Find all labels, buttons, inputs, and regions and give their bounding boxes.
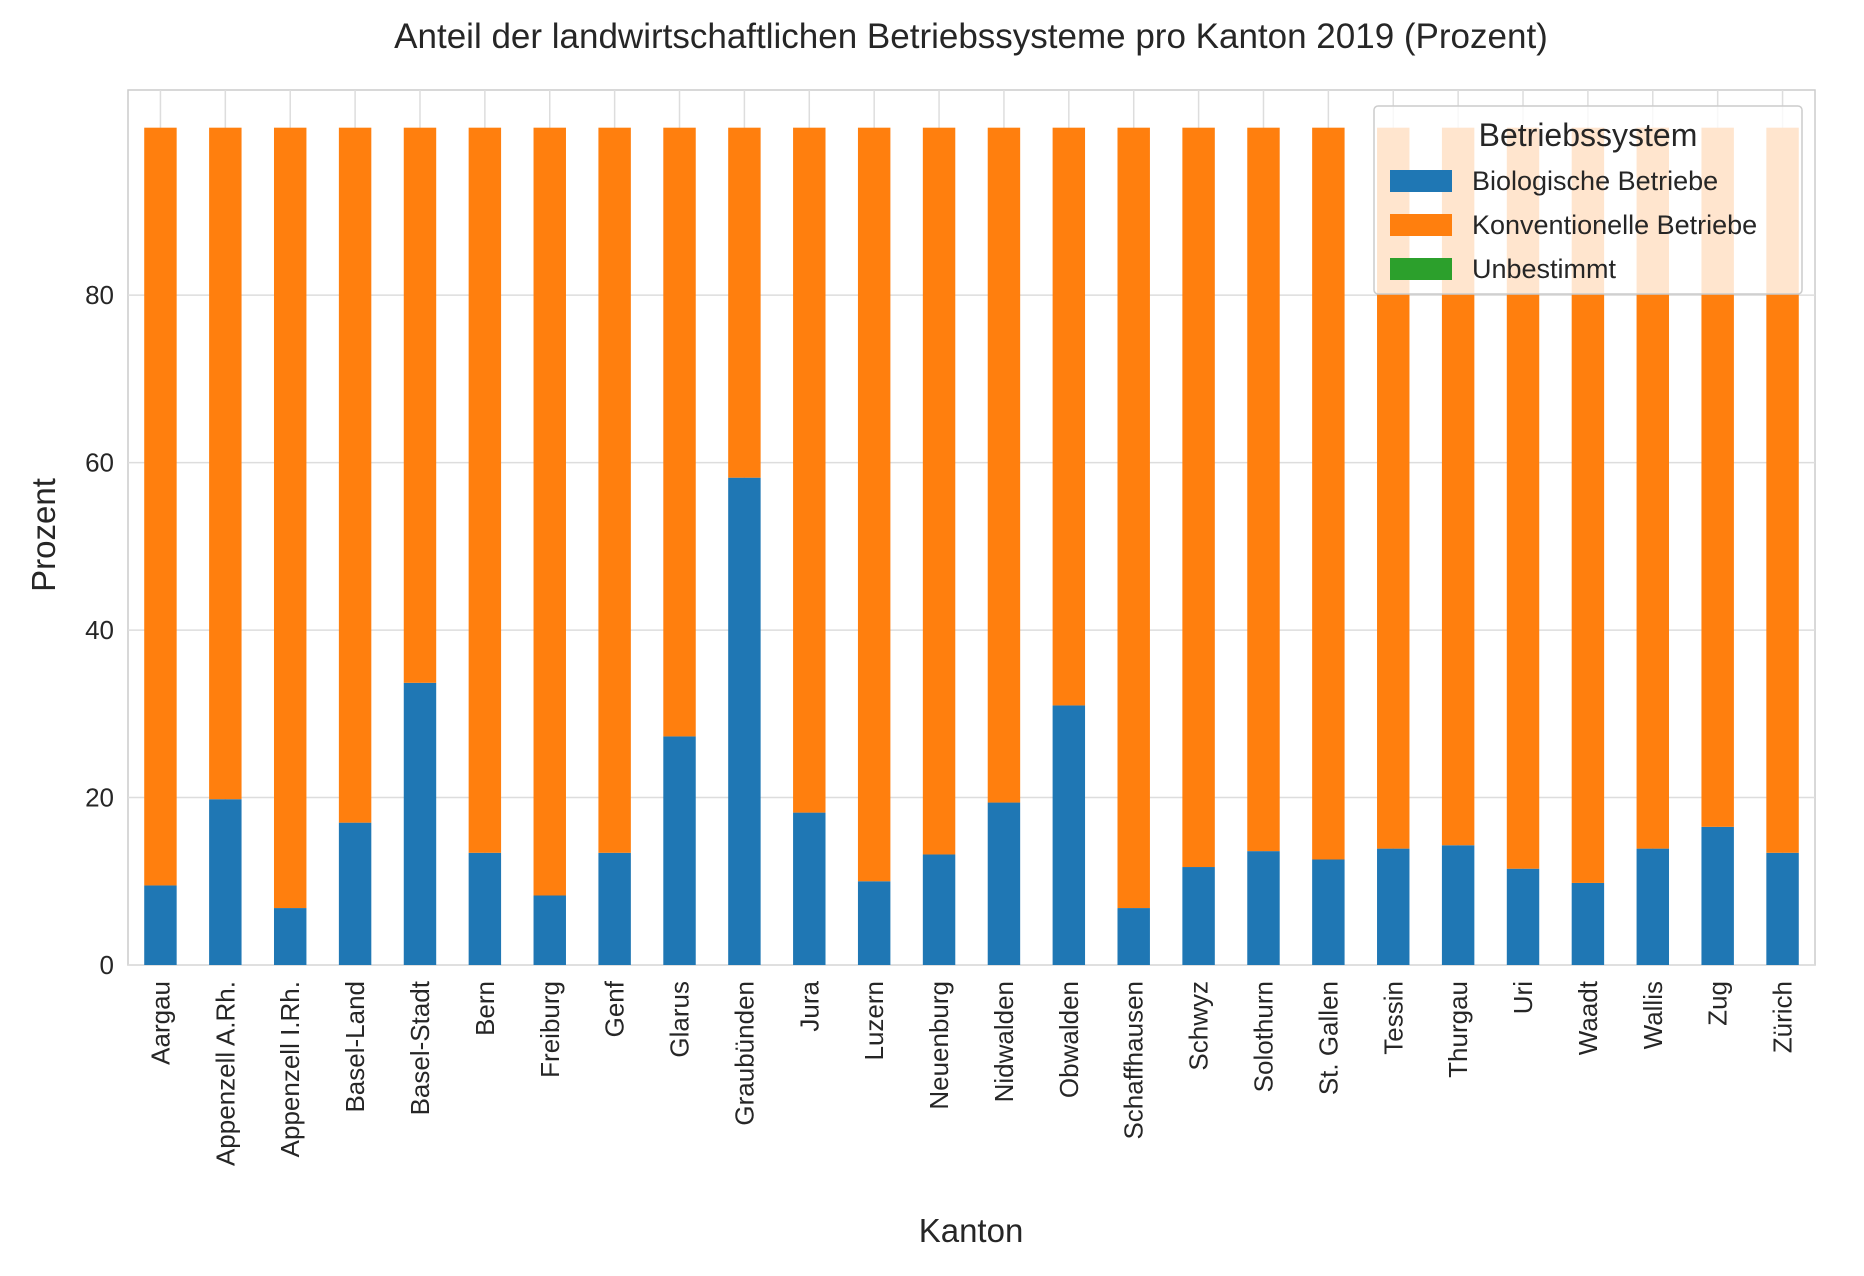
bar-segment (1506, 868, 1540, 965)
x-tick-label: Wallis (1638, 981, 1668, 1049)
bar-segment (144, 885, 177, 965)
x-tick-label: St. Gallen (1313, 981, 1343, 1095)
legend-box (1373, 105, 1803, 295)
bar-segment (338, 127, 372, 823)
y-tick-label: 60 (85, 448, 114, 478)
bar-segment (533, 895, 566, 965)
x-tick-label: Appenzell I.Rh. (275, 981, 305, 1157)
bar-segment (403, 127, 437, 683)
bar-segment (1182, 867, 1215, 965)
y-axis-label: Prozent (25, 478, 62, 592)
bar-segment (1766, 852, 1799, 965)
x-tick-label: Nidwalden (989, 981, 1019, 1102)
bar-segment (338, 822, 372, 965)
x-tick-label: Appenzell A.Rh. (210, 981, 240, 1166)
legend: Betriebssystem Biologische Betriebe Konve… (1373, 105, 1803, 295)
bar-segment (1377, 848, 1410, 965)
bar-segment (663, 736, 696, 965)
x-tick-label: Uri (1508, 981, 1538, 1014)
bar-segment (403, 682, 437, 965)
bar-segment (1701, 826, 1734, 965)
x-tick-label: Graubünden (729, 981, 759, 1126)
legend-swatch (1390, 258, 1452, 280)
bar-segment (1636, 848, 1670, 965)
x-tick-label: Jura (794, 980, 824, 1031)
bar-segment (468, 852, 502, 965)
x-tick-label: Glarus (665, 981, 695, 1058)
bar-segment (857, 127, 891, 882)
legend-label: Unbestimmt (1472, 254, 1617, 284)
bar-segment (468, 127, 502, 853)
x-tick-label: Tessin (1378, 981, 1408, 1055)
x-tick-label: Neuenburg (924, 981, 954, 1110)
bar-segment (1052, 127, 1086, 706)
bar-segment (663, 127, 696, 737)
bar-segment (728, 477, 761, 965)
bar-segment (922, 854, 956, 965)
bar-segment (598, 852, 631, 965)
legend-title: Betriebssystem (1479, 117, 1698, 153)
bar-segment (1441, 845, 1475, 965)
bar-segment (987, 127, 1021, 803)
bar-segment (1117, 127, 1150, 909)
bar-segment (1247, 127, 1280, 852)
x-axis-label: Kanton (919, 1212, 1024, 1249)
bar-segment (209, 127, 242, 800)
bar-segment (1247, 851, 1280, 965)
x-tick-label: Aargau (145, 981, 175, 1065)
x-tick-label: Zug (1703, 981, 1733, 1026)
bar-segment (144, 127, 177, 886)
bar-segment (1182, 127, 1215, 868)
legend-swatch (1390, 214, 1452, 236)
bar-segment (1117, 908, 1150, 965)
x-tick-label: Thurgau (1443, 981, 1473, 1078)
x-axis-ticks: Aargau Appenzell A.Rh. Appenzell I.Rh. Base… (145, 980, 1797, 1166)
x-tick-label: Genf (600, 980, 630, 1037)
x-tick-label: Waadt (1573, 980, 1603, 1055)
x-tick-label: Basel-Land (340, 981, 370, 1113)
y-tick-label: 0 (100, 950, 114, 980)
x-tick-label: Basel-Stadt (405, 980, 435, 1115)
legend-label: Biologische Betriebe (1472, 166, 1718, 196)
bar-segment (793, 812, 826, 965)
bar-segment (273, 908, 307, 965)
legend-label: Konventionelle Betriebe (1472, 210, 1757, 240)
bar-segment (209, 799, 242, 965)
bar-segment (728, 127, 761, 478)
x-tick-label: Obwalden (1054, 981, 1084, 1098)
bar-segment (987, 802, 1021, 965)
x-tick-label: Schwyz (1184, 981, 1214, 1071)
bar-segment (533, 127, 566, 896)
bar-segment (1312, 127, 1345, 860)
x-tick-label: Luzern (859, 981, 889, 1061)
x-tick-label: Solothurn (1248, 981, 1278, 1092)
x-tick-label: Freiburg (535, 981, 565, 1078)
y-tick-label: 40 (85, 615, 114, 645)
bar-segment (1312, 859, 1345, 965)
y-tick-label: 20 (85, 783, 114, 813)
bar-segment (793, 127, 826, 813)
bar-segment (273, 127, 307, 909)
bar-segment (1571, 882, 1605, 965)
bar-segment (1052, 705, 1086, 965)
chart-title: Anteil der landwirtschaftlichen Betriebs… (394, 17, 1548, 56)
x-tick-label: Schaffhausen (1119, 981, 1149, 1140)
y-tick-label: 80 (85, 280, 114, 310)
bar-segment (857, 881, 891, 965)
bar-segment (922, 127, 956, 855)
bar-segment (598, 127, 631, 853)
legend-swatch (1390, 170, 1452, 192)
x-tick-label: Bern (470, 981, 500, 1036)
y-axis-ticks: 0 20 40 60 80 (85, 280, 114, 980)
x-tick-label: Zürich (1768, 981, 1798, 1053)
